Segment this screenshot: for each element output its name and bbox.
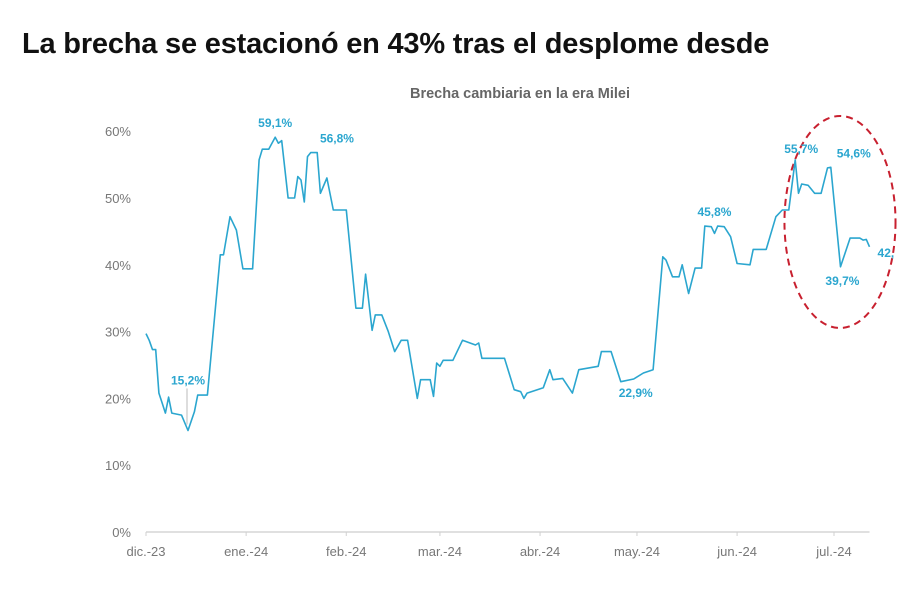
chart-subtitle: Brecha cambiaria en la era Milei — [409, 86, 631, 102]
y-tick-label: 60% — [105, 124, 131, 139]
annotation-label: 59,1% — [258, 116, 292, 130]
y-tick-label: 0% — [112, 525, 131, 540]
annotation-label: 22,9% — [619, 386, 653, 400]
x-axis: dic.-23 ene.-24 feb.-24 mar.-24 abr.-24 may.-… — [126, 531, 870, 559]
series-line — [145, 136, 871, 432]
y-tick-label: 20% — [105, 391, 131, 406]
y-axis: 0% 10% 20% 30% 40% 50% 60% — [105, 124, 131, 540]
highlight-ellipse — [783, 115, 897, 329]
y-tick-label: 50% — [105, 191, 131, 206]
y-tick-label: 40% — [105, 258, 131, 273]
annotation-layer: 15,2% 59,1% 56,8% 22,9% 45,8% 55,7% 54,6% 39,7%… — [171, 116, 895, 425]
x-tick-label: jul.-24 — [815, 544, 851, 559]
x-tick-label: feb.-24 — [326, 544, 366, 559]
y-tick-label: 10% — [105, 458, 131, 473]
x-tick-label: dic.-23 — [126, 544, 165, 559]
chart-title: La brecha se estacionó en 43% tras el de… — [22, 28, 770, 60]
y-tick-label: 30% — [105, 325, 131, 340]
x-tick-label: mar.-24 — [418, 544, 462, 559]
annotation-label: 55,7% — [784, 142, 818, 156]
annotation-label: 15,2% — [171, 373, 205, 387]
annotation-label: 42, — [878, 246, 895, 260]
highlight-layer — [783, 115, 897, 329]
annotation-label: 56,8% — [320, 132, 354, 146]
series-layer — [145, 136, 871, 432]
x-tick-label: jun.-24 — [716, 544, 757, 559]
x-tick-label: may.-24 — [614, 544, 660, 559]
annotation-label: 54,6% — [837, 146, 871, 160]
annotation-label: 39,7% — [825, 274, 859, 288]
x-tick-label: ene.-24 — [224, 544, 268, 559]
annotation-label: 45,8% — [697, 205, 731, 219]
x-tick-label: abr.-24 — [520, 544, 560, 559]
